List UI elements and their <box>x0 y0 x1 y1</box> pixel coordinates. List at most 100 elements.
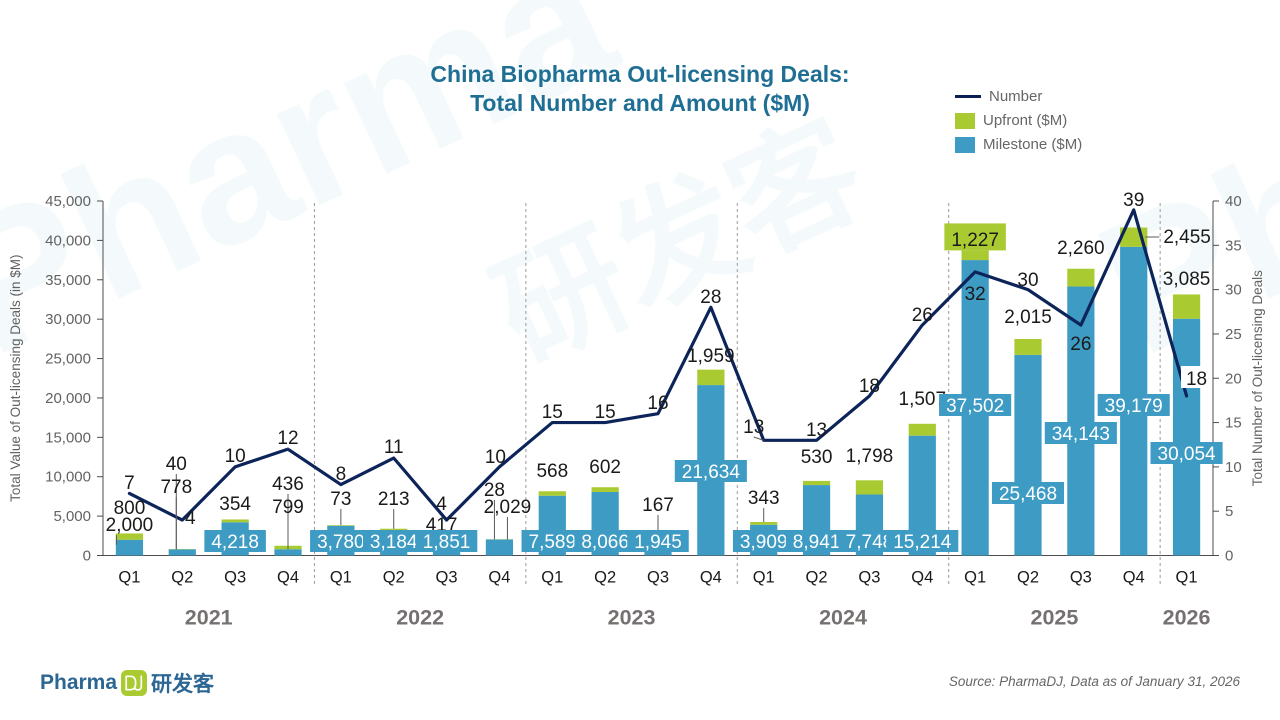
svg-text:3,909: 3,909 <box>740 532 788 553</box>
svg-text:Q1: Q1 <box>330 569 352 587</box>
svg-text:26: 26 <box>1070 334 1091 355</box>
svg-text:7,748: 7,748 <box>846 532 894 553</box>
svg-text:32: 32 <box>965 284 986 305</box>
svg-text:Q4: Q4 <box>1123 569 1145 587</box>
svg-text:436: 436 <box>272 474 304 495</box>
svg-text:26: 26 <box>912 305 933 326</box>
svg-text:12: 12 <box>277 428 298 449</box>
svg-text:25: 25 <box>1225 326 1242 343</box>
svg-text:799: 799 <box>272 497 304 518</box>
svg-text:Q1: Q1 <box>964 569 986 587</box>
svg-text:45,000: 45,000 <box>45 193 91 210</box>
svg-text:Q3: Q3 <box>224 569 246 587</box>
svg-text:2,260: 2,260 <box>1057 238 1105 259</box>
svg-text:2023: 2023 <box>608 606 656 630</box>
svg-text:Q3: Q3 <box>858 569 880 587</box>
svg-text:40,000: 40,000 <box>45 232 91 249</box>
svg-text:10,000: 10,000 <box>45 469 91 486</box>
svg-text:602: 602 <box>589 457 621 478</box>
svg-text:15,214: 15,214 <box>893 532 952 553</box>
svg-text:Q1: Q1 <box>1176 569 1198 587</box>
svg-text:Q2: Q2 <box>594 569 616 587</box>
svg-text:37,502: 37,502 <box>946 396 1004 417</box>
svg-text:1,851: 1,851 <box>423 532 471 553</box>
svg-text:4,218: 4,218 <box>211 532 259 553</box>
svg-text:4: 4 <box>436 494 447 515</box>
svg-text:4: 4 <box>185 508 196 529</box>
svg-text:2,000: 2,000 <box>106 515 154 536</box>
svg-text:1,945: 1,945 <box>634 532 682 553</box>
svg-text:Q1: Q1 <box>541 569 563 587</box>
svg-text:25,468: 25,468 <box>999 484 1057 505</box>
svg-text:Q3: Q3 <box>1070 569 1092 587</box>
svg-text:Q3: Q3 <box>647 569 669 587</box>
svg-text:35: 35 <box>1225 237 1242 254</box>
svg-text:10: 10 <box>485 447 506 468</box>
svg-text:354: 354 <box>219 494 251 515</box>
svg-text:21,634: 21,634 <box>682 462 741 483</box>
svg-text:30: 30 <box>1225 282 1242 299</box>
svg-text:5: 5 <box>1225 503 1233 520</box>
svg-text:2,029: 2,029 <box>484 497 532 518</box>
svg-text:15: 15 <box>1225 415 1242 432</box>
svg-text:2026: 2026 <box>1163 606 1211 630</box>
svg-text:35,000: 35,000 <box>45 272 91 289</box>
svg-text:167: 167 <box>642 495 674 516</box>
svg-text:1,227: 1,227 <box>951 230 999 251</box>
svg-text:73: 73 <box>330 489 351 510</box>
svg-text:Q4: Q4 <box>911 569 933 587</box>
svg-text:0: 0 <box>83 548 91 565</box>
svg-text:Q2: Q2 <box>1017 569 1039 587</box>
svg-text:30,000: 30,000 <box>45 311 91 328</box>
svg-text:343: 343 <box>748 488 780 509</box>
svg-text:30,054: 30,054 <box>1158 444 1217 465</box>
svg-text:40: 40 <box>166 454 187 475</box>
svg-text:30: 30 <box>1017 270 1038 291</box>
svg-text:Q4: Q4 <box>700 569 722 587</box>
svg-text:Q3: Q3 <box>436 569 458 587</box>
svg-text:213: 213 <box>378 489 410 510</box>
svg-text:2,015: 2,015 <box>1004 307 1052 328</box>
svg-text:Q1: Q1 <box>753 569 775 587</box>
svg-text:16: 16 <box>647 393 668 414</box>
svg-text:Total Number of Out-licensing: Total Number of Out-licensing Deals <box>1250 270 1265 486</box>
svg-text:530: 530 <box>801 447 833 468</box>
svg-text:Q1: Q1 <box>118 569 140 587</box>
svg-text:15,000: 15,000 <box>45 429 91 446</box>
svg-text:Q4: Q4 <box>277 569 299 587</box>
svg-text:1,798: 1,798 <box>846 446 894 467</box>
svg-text:Q4: Q4 <box>488 569 510 587</box>
svg-text:3,085: 3,085 <box>1163 269 1211 290</box>
svg-text:2,455: 2,455 <box>1163 227 1211 248</box>
svg-text:18: 18 <box>1186 369 1207 390</box>
svg-text:0: 0 <box>1225 548 1233 565</box>
svg-text:11: 11 <box>384 437 404 458</box>
svg-text:Q2: Q2 <box>171 569 193 587</box>
svg-text:Total Value of Out-licensing D: Total Value of Out-licensing Deals (in $… <box>8 255 23 502</box>
svg-text:2022: 2022 <box>396 606 444 630</box>
svg-text:20,000: 20,000 <box>45 390 91 407</box>
svg-text:7,589: 7,589 <box>529 532 577 553</box>
svg-text:10: 10 <box>1225 459 1242 476</box>
svg-text:10: 10 <box>225 446 246 467</box>
svg-text:34,143: 34,143 <box>1052 424 1110 445</box>
svg-text:8,066: 8,066 <box>581 532 629 553</box>
svg-text:40: 40 <box>1225 193 1242 210</box>
svg-text:568: 568 <box>536 461 568 482</box>
svg-text:Q2: Q2 <box>383 569 405 587</box>
svg-text:2024: 2024 <box>819 606 867 630</box>
svg-text:5,000: 5,000 <box>53 508 91 525</box>
svg-text:Q2: Q2 <box>806 569 828 587</box>
svg-text:13: 13 <box>743 417 764 438</box>
svg-text:20: 20 <box>1225 370 1242 387</box>
svg-text:2021: 2021 <box>185 606 233 630</box>
svg-text:8: 8 <box>336 464 347 485</box>
svg-text:778: 778 <box>160 477 192 498</box>
svg-text:15: 15 <box>542 402 563 423</box>
svg-text:13: 13 <box>806 420 827 441</box>
svg-text:39: 39 <box>1123 190 1144 211</box>
svg-text:1,959: 1,959 <box>687 346 735 367</box>
svg-text:8,941: 8,941 <box>793 532 841 553</box>
svg-text:15: 15 <box>595 402 616 423</box>
svg-text:3,184: 3,184 <box>370 532 418 553</box>
